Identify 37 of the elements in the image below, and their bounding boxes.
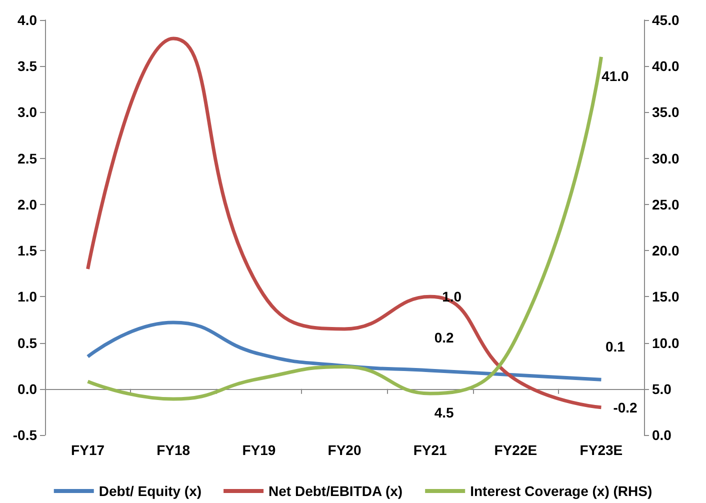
- data-label: 0.2: [434, 329, 454, 346]
- y-tick-label: 0.5: [18, 334, 38, 351]
- y2-tick-label: 25.0: [652, 196, 680, 212]
- x-tick-label: FY20: [328, 442, 362, 458]
- data-label: 1.0: [442, 288, 462, 305]
- y-tick-label: 3.0: [18, 104, 38, 120]
- legend-label: Debt/ Equity (x): [98, 483, 202, 499]
- legend-label: Interest Coverage (x) (RHS): [470, 483, 652, 499]
- x-tick-label: FY21: [413, 442, 448, 458]
- y-tick-label: 4.0: [18, 12, 38, 28]
- x-tick-label: FY23E: [580, 442, 623, 458]
- y2-tick-label: 30.0: [652, 150, 680, 166]
- x-tick-label: FY17: [71, 442, 105, 458]
- data-label: 4.5: [434, 404, 454, 420]
- data-label: 41.0: [602, 68, 630, 84]
- y-tick-label: -0.5: [12, 427, 38, 443]
- y2-tick-label: 10.0: [652, 334, 680, 351]
- y2-tick-label: 15.0: [652, 288, 680, 305]
- data-label: -0.2: [613, 399, 638, 416]
- x-tick-label: FY18: [156, 442, 190, 458]
- x-tick-label: FY19: [242, 442, 276, 458]
- x-tick-label: FY22E: [494, 442, 538, 458]
- data-label: 0.1: [605, 338, 626, 355]
- line-series: [86, 320, 603, 382]
- y-tick-label: 2.5: [18, 150, 38, 166]
- y-tick-label: 3.5: [18, 58, 38, 74]
- y2-tick-label: 45.0: [652, 12, 680, 28]
- legend-label: Net Debt/EBITDA (x): [268, 483, 403, 499]
- y2-tick-label: 40.0: [652, 58, 680, 74]
- y2-tick-label: 20.0: [652, 242, 680, 259]
- y-tick-label: 1.0: [18, 288, 38, 305]
- y-tick-label: 0.0: [18, 380, 38, 397]
- y2-tick-label: 0.0: [652, 427, 672, 443]
- y2-tick-label: 35.0: [652, 104, 680, 120]
- y-tick-label: 1.5: [18, 242, 38, 259]
- y-tick-label: 2.0: [18, 196, 38, 212]
- y2-tick-label: 5.0: [652, 380, 672, 397]
